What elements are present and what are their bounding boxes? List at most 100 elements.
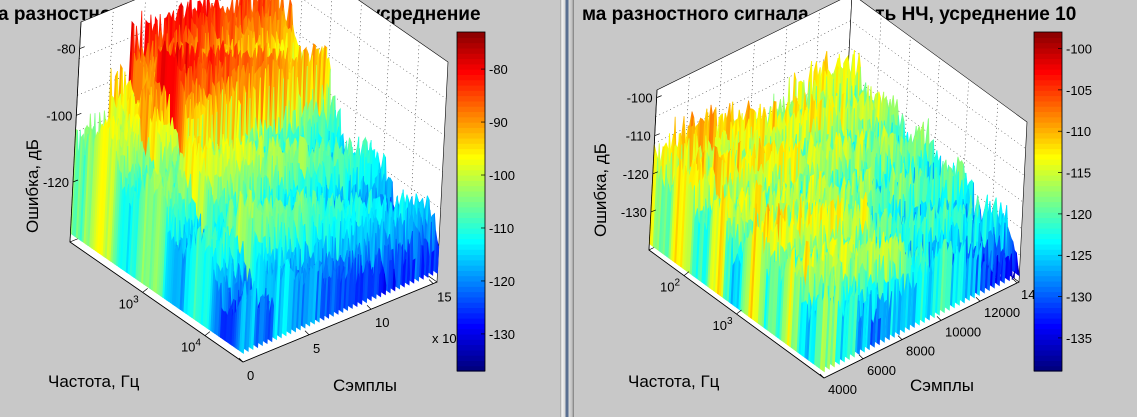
vertical-gridline: [931, 57, 940, 219]
surface-patch: [411, 258, 416, 284]
colorbar-band: [457, 196, 485, 203]
colorbar-band: [457, 307, 485, 314]
x-tick-label: 5: [313, 341, 320, 356]
surface-patch: [406, 243, 411, 286]
surface-patch: [288, 269, 295, 335]
surface-patch: [425, 242, 430, 278]
x-tick-label: 0: [247, 368, 254, 383]
colorbar-band: [457, 355, 485, 362]
colorbar-band: [457, 137, 485, 144]
z-tick-label: -120: [43, 175, 69, 190]
colorbar-band: [457, 222, 485, 229]
colorbar-band: [457, 286, 485, 293]
colorbar-band: [457, 53, 485, 60]
vertical-gridline: [989, 100, 999, 261]
colorbar-band: [457, 127, 485, 134]
colorbar-band: [457, 58, 485, 65]
surface-patch: [364, 261, 369, 304]
colorbar-band: [457, 344, 485, 351]
surface-patch: [245, 295, 252, 352]
surface-patch: [335, 278, 341, 315]
colorbar-band: [457, 106, 485, 113]
surface-patch: [269, 297, 275, 343]
colorbar-band: [457, 69, 485, 75]
colorbar-band: [457, 328, 485, 335]
colorbar-tick-label: -120: [489, 274, 515, 289]
z-tick-mark: [79, 46, 85, 49]
colorbar-band: [457, 32, 485, 38]
colorbar-band: [457, 275, 485, 282]
colorbar-band: [457, 90, 485, 97]
surface-patch: [397, 242, 402, 290]
surface-patch: [383, 273, 387, 296]
colorbar-band: [457, 339, 485, 346]
surface-patch: [387, 260, 393, 294]
x-axis-line: [242, 281, 438, 363]
colorbar-band: [457, 37, 485, 44]
colorbar-band: [457, 280, 485, 287]
colorbar-band: [457, 291, 485, 298]
surface-patch: [326, 277, 331, 319]
colorbar-band: [457, 365, 485, 372]
z-axis-label: Ошибка, дБ: [23, 139, 42, 233]
colorbar-band: [457, 265, 485, 271]
colorbar-band: [457, 259, 485, 266]
colorbar-band: [457, 227, 485, 234]
surface-patch: [316, 263, 323, 323]
colorbar-band: [457, 249, 485, 256]
colorbar-band: [457, 349, 485, 356]
surface-patch: [264, 300, 270, 345]
y-tick-label: 104: [181, 338, 201, 355]
colorbar-band: [457, 169, 485, 176]
vertical-gridline: [960, 79, 969, 240]
surface-patch: [321, 277, 327, 321]
colorbar-band: [457, 243, 485, 250]
surface-patch: [293, 272, 299, 333]
colorbar-band: [457, 333, 485, 340]
surface-patch: [255, 306, 261, 349]
colorbar-band: [457, 143, 485, 150]
z-gridline: [654, 47, 1025, 176]
colorbar-band: [457, 122, 485, 128]
colorbar-band: [457, 159, 485, 166]
x-tick-mark: [238, 357, 244, 363]
colorbar-band: [457, 270, 485, 277]
colorbar-band: [457, 360, 485, 367]
surface-patch: [430, 250, 435, 276]
surface-patch: [392, 268, 396, 292]
surface-patch: [312, 259, 319, 325]
colorbar-tick-label: -130: [489, 327, 515, 342]
colorbar-tick-label: -90: [489, 115, 508, 130]
colorbar-band: [457, 111, 485, 118]
surface-patch: [274, 263, 281, 341]
colorbar-frame: [456, 31, 486, 372]
surface-patch: [420, 245, 425, 280]
surface-patch: [241, 280, 247, 354]
x-axis-label: Сэмплы: [333, 376, 397, 395]
colorbar-band: [457, 206, 485, 213]
surface-patch: [278, 266, 286, 339]
y-tick-mark: [204, 331, 211, 336]
colorbar-band: [457, 201, 485, 208]
colorbar-band: [457, 185, 485, 192]
y-axis-line: [69, 241, 244, 363]
colorbar-band: [457, 180, 485, 187]
window-splitter[interactable]: [560, 0, 574, 417]
right-figure-panel: ма разностного сигнала, область НЧ, усре…: [574, 0, 1137, 417]
colorbar-band: [457, 212, 485, 218]
surface-patch: [302, 266, 309, 329]
z-tick-label: -100: [46, 108, 72, 123]
colorbar-band: [457, 79, 485, 86]
x-tick-label: 15: [437, 290, 451, 305]
surface-patch: [297, 272, 304, 331]
vertical-gridline: [902, 36, 911, 197]
surface-patch: [307, 265, 313, 327]
colorbar-band: [457, 302, 485, 309]
colorbar-band: [457, 47, 485, 54]
colorbar-band: [457, 190, 485, 197]
y-tick-mark: [142, 288, 148, 293]
x-axis-multiplier: x 10: [432, 331, 457, 346]
x-tick-mark: [428, 279, 434, 284]
y-axis-label: Частота, Гц: [48, 372, 140, 391]
